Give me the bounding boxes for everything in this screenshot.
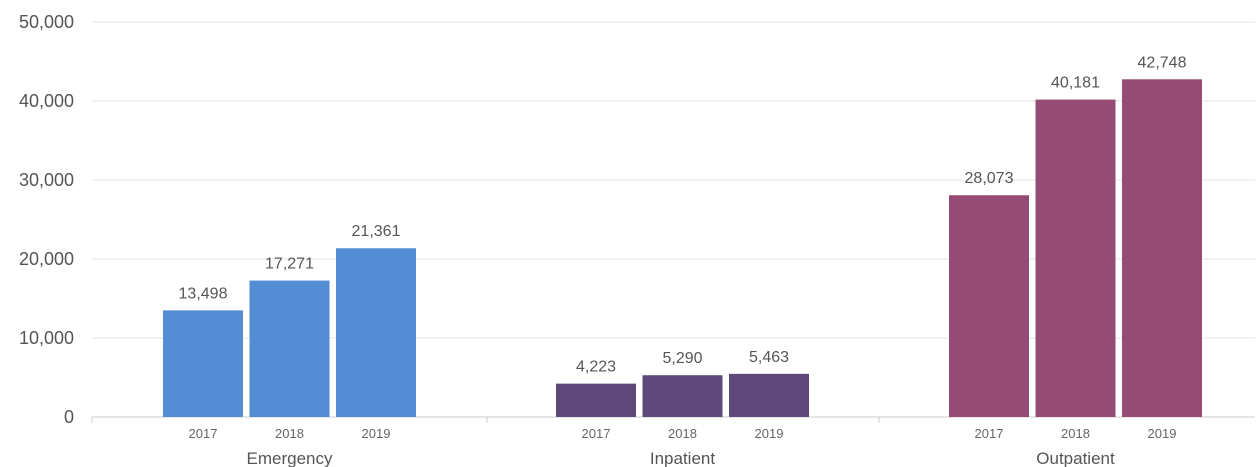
data-label: 5,463: [749, 349, 789, 366]
x-tick-label: 2019: [362, 426, 391, 441]
y-tick-label: 30,000: [19, 170, 74, 190]
bar: [1035, 99, 1116, 417]
x-tick-label: 2017: [189, 426, 218, 441]
bar: [949, 195, 1029, 417]
y-tick-label: 40,000: [19, 91, 74, 111]
x-tick-label: 2017: [975, 426, 1004, 441]
x-tick-label: 2018: [1061, 426, 1090, 441]
data-label: 17,271: [265, 256, 314, 273]
data-label: 28,073: [965, 170, 1014, 187]
data-label: 13,498: [179, 285, 228, 302]
data-label: 4,223: [576, 359, 616, 376]
data-label: 5,290: [662, 350, 702, 367]
bar: [642, 375, 723, 417]
bar: [249, 280, 330, 417]
data-label: 40,181: [1051, 75, 1100, 92]
data-label: 42,748: [1138, 54, 1187, 71]
x-tick-label: 2019: [1148, 426, 1177, 441]
x-tick-label: 2017: [582, 426, 611, 441]
y-tick-label: 50,000: [19, 12, 74, 32]
y-tick-label: 20,000: [19, 249, 74, 269]
x-tick-label: 2018: [668, 426, 697, 441]
x-tick-label: 2019: [755, 426, 784, 441]
bar: [336, 248, 416, 417]
bar: [1122, 79, 1202, 417]
y-tick-label: 0: [64, 407, 74, 427]
group-label: Inpatient: [650, 449, 715, 467]
bar: [729, 373, 809, 417]
group-label: Outpatient: [1036, 449, 1115, 467]
x-tick-label: 2018: [275, 426, 304, 441]
group-label: Emergency: [247, 449, 333, 467]
data-label: 21,361: [352, 223, 401, 240]
bar: [556, 383, 636, 417]
bar: [163, 310, 243, 417]
y-tick-label: 10,000: [19, 328, 74, 348]
